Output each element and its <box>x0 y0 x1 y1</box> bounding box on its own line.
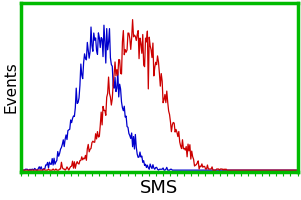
X-axis label: SMS: SMS <box>140 179 178 197</box>
Y-axis label: Events: Events <box>4 62 18 113</box>
